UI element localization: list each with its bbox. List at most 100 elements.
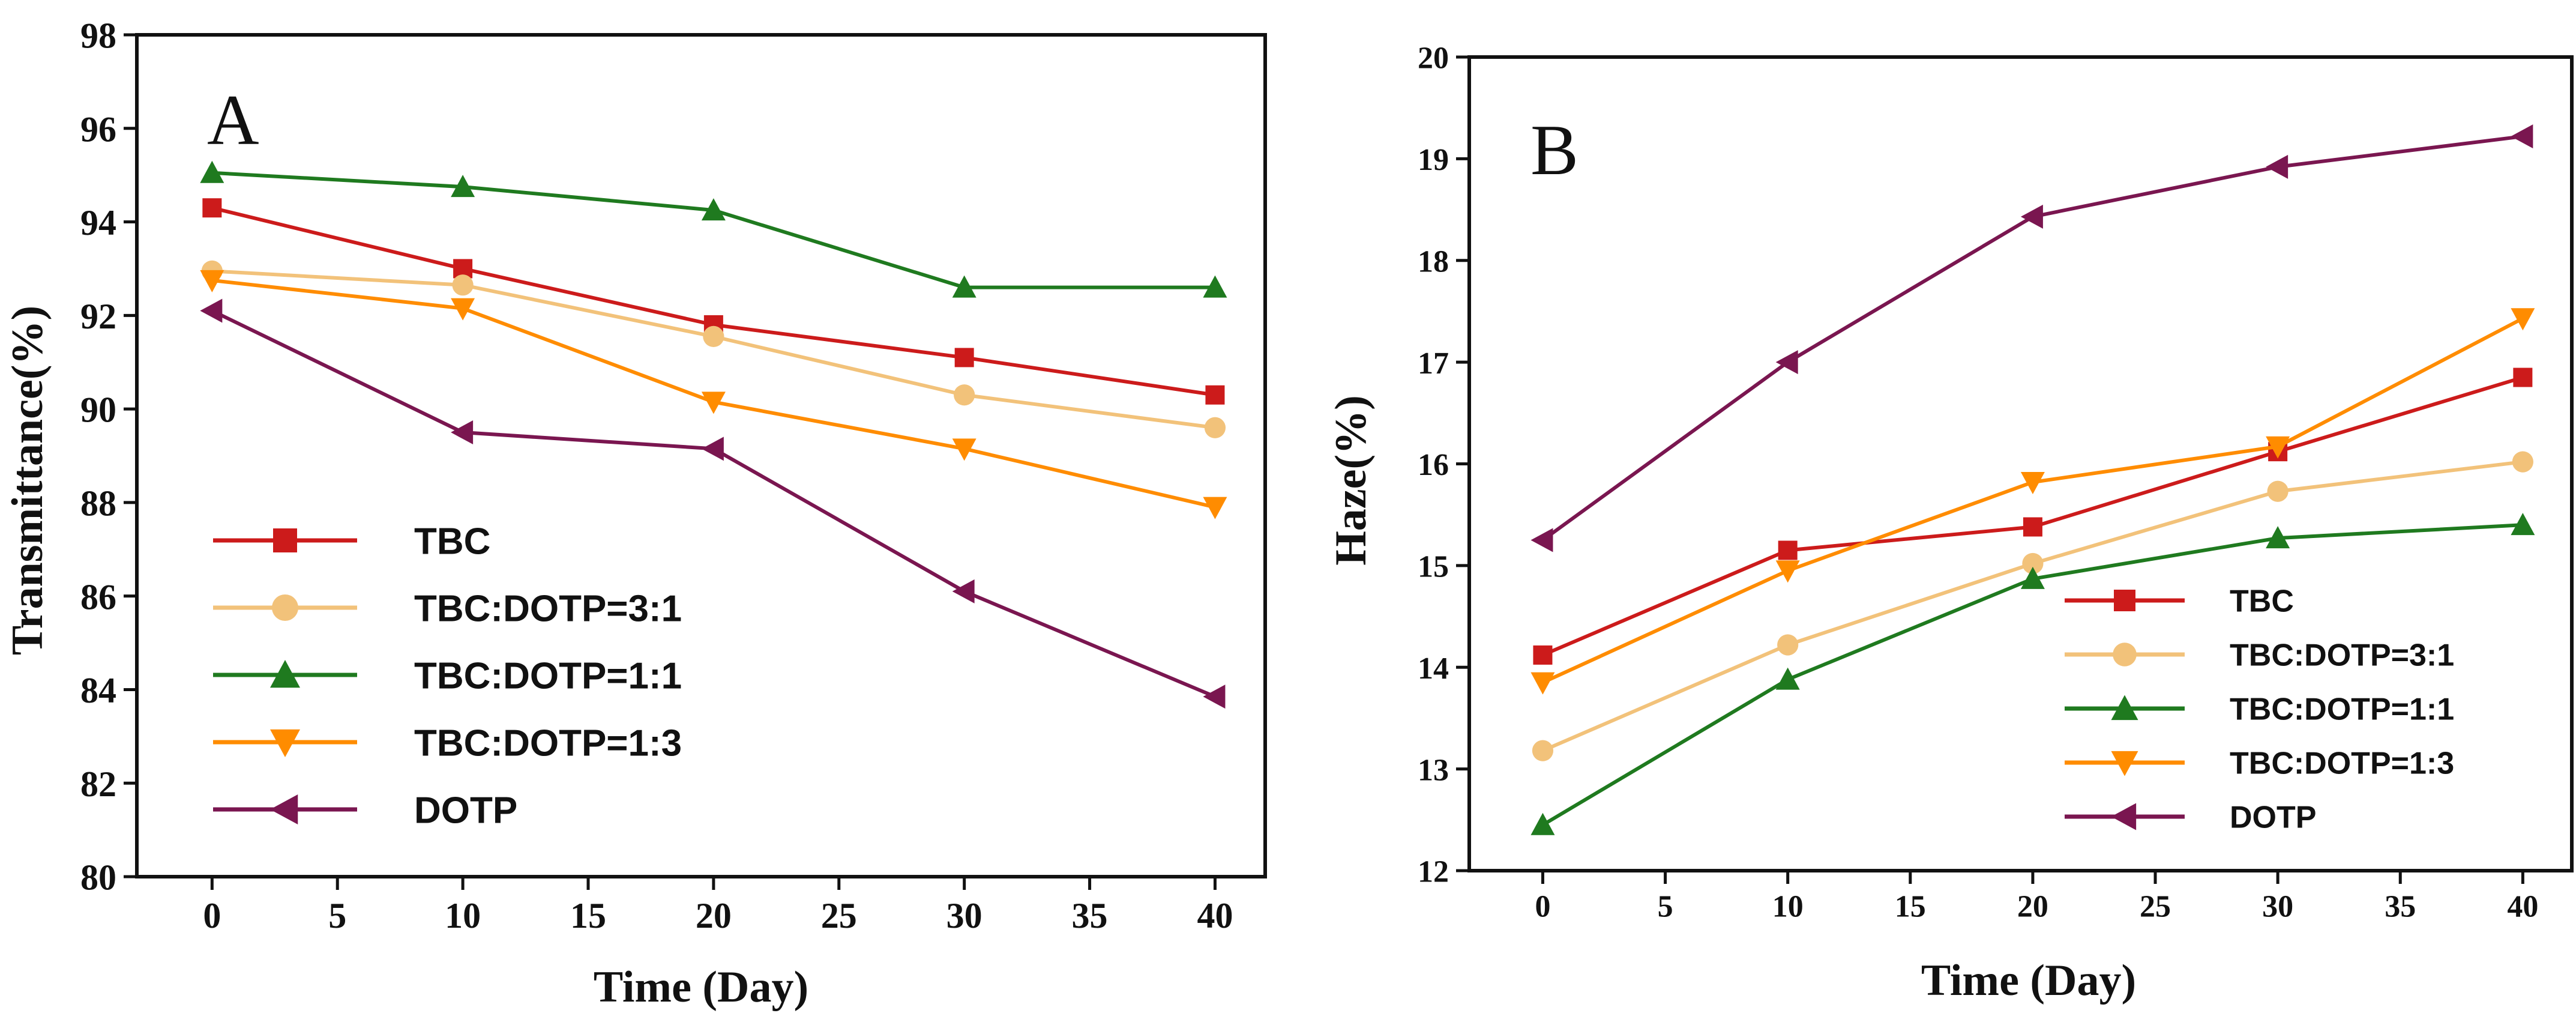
data-point [2266,154,2289,179]
x-tick-label: 35 [1072,896,1108,936]
series-line [212,171,1215,289]
legend-label: DOTP [2230,800,2316,835]
series-tbc-dotp-1-3 [1530,308,2535,695]
data-point [202,198,222,218]
data-point [1777,634,1799,656]
legend-item-tbc-dotp-1-3: TBC:DOTP=1:3 [213,722,682,764]
y-tick-label: 98 [80,16,116,56]
y-tick-label: 16 [1418,448,1449,482]
legend-item-dotp: DOTP [2065,800,2316,835]
legend-marker [270,660,300,688]
x-tick-label: 40 [2507,890,2538,924]
legend-item-tbc: TBC [2065,584,2294,619]
data-point [1778,540,1798,560]
data-point [703,325,724,347]
panel-label: A [207,80,259,160]
legend-label: TBC:DOTP=1:3 [2230,746,2454,781]
legend-marker [2114,590,2135,611]
series-line [1542,375,2524,657]
y-tick-label: 12 [1418,855,1449,889]
series-tbc-dotp-1-1 [1530,513,2535,835]
x-tick-label: 25 [2140,890,2171,924]
data-point [2267,480,2289,502]
data-point [1530,528,1553,552]
y-tick-label: 18 [1418,244,1449,279]
x-tick-label: 5 [328,896,346,936]
x-tick-label: 20 [2017,890,2048,924]
y-axis-title: Haze(%) [1326,395,1376,566]
data-point [1775,560,1800,583]
legend: TBC TBC:DOTP=3:1 TBC:DOTP=1:1 TBC:DOTP=1:3 D… [213,521,682,831]
data-point [701,437,724,461]
legend-label: TBC:DOTP=3:1 [2230,638,2454,673]
series-line [1542,316,2524,685]
data-point [2266,436,2290,459]
series-line [211,309,1216,698]
legend-item-tbc: TBC [213,521,490,562]
legend-marker [273,528,297,552]
x-tick-label: 10 [1772,890,1804,924]
legend-item-tbc-dotp-1-1: TBC:DOTP=1:1 [213,655,682,697]
x-tick-label: 35 [2385,890,2416,924]
data-point [2512,451,2533,473]
data-point [2023,517,2042,537]
legend-marker [270,794,298,824]
series-tbc [1533,367,2533,665]
data-point [451,175,475,198]
legend-item-dotp: DOTP [213,790,517,831]
series-tbc-dotp-1-1 [200,160,1227,298]
legend-item-tbc-dotp-1-1: TBC:DOTP=1:1 [2065,692,2454,727]
x-tick-label: 30 [946,896,983,936]
legend-item-tbc-dotp-1-3: TBC:DOTP=1:3 [2065,746,2454,781]
data-point [451,420,474,445]
data-point [1203,685,1226,709]
data-point [952,579,975,603]
y-tick-label: 86 [80,577,116,617]
y-tick-label: 82 [80,764,116,804]
legend-label: TBC [2230,584,2294,619]
series-tbc [202,198,1225,405]
x-tick-label: 10 [445,896,481,936]
y-tick-label: 20 [1418,41,1449,76]
y-tick-label: 19 [1418,143,1449,177]
data-point [2022,552,2044,575]
y-tick-label: 14 [1418,652,1449,686]
x-tick-label: 30 [2262,890,2293,924]
legend-label: TBC:DOTP=1:1 [2230,692,2454,727]
x-tick-label: 20 [696,896,732,936]
legend: TBC TBC:DOTP=3:1 TBC:DOTP=1:1 TBC:DOTP=1:3 D… [2065,584,2454,835]
x-tick-label: 0 [1535,890,1550,924]
legend-marker [2111,695,2138,721]
plot-frame [135,33,1267,878]
data-point [200,270,224,292]
data-point [452,274,474,296]
data-point [1203,275,1227,298]
data-point [2511,124,2533,149]
data-point [2266,526,2290,549]
legend-label: TBC:DOTP=1:1 [414,655,682,697]
series-line [211,206,1215,397]
legend-item-tbc-dotp-3-1: TBC:DOTP=3:1 [213,588,682,629]
data-point [954,348,974,367]
series-tbc-dotp-1-3 [200,270,1227,519]
data-point [2020,471,2045,494]
x-tick-label: 40 [1197,896,1233,936]
data-point [1205,385,1225,405]
legend-item-tbc-dotp-3-1: TBC:DOTP=3:1 [2065,638,2454,673]
legend-marker [2113,642,2137,667]
data-point [1203,497,1227,519]
legend-label: TBC:DOTP=1:3 [414,722,682,764]
x-tick-label: 5 [1658,890,1673,924]
data-point [1533,645,1553,665]
data-point [451,298,475,321]
data-point [701,198,726,221]
series-dotp [1530,124,2533,552]
y-tick-label: 94 [80,203,116,243]
data-point [1775,350,1798,375]
data-point [200,298,223,323]
x-tick-label: 25 [821,896,857,936]
y-tick-label: 96 [80,109,116,149]
legend-marker [2111,803,2137,830]
x-tick-label: 15 [570,896,606,936]
